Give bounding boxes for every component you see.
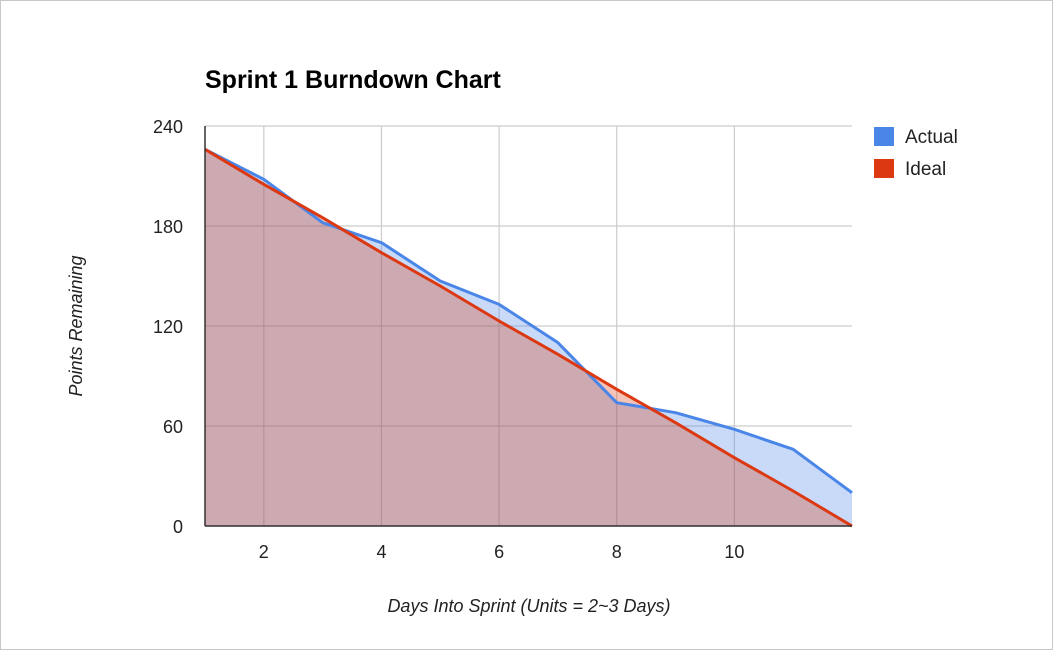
- y-axis-label: Points Remaining: [66, 255, 86, 396]
- y-tick-label: 180: [153, 217, 183, 237]
- x-tick-label: 6: [494, 542, 504, 562]
- chart-title: Sprint 1 Burndown Chart: [205, 66, 502, 94]
- series-lines: [204, 147, 853, 528]
- x-tick-label: 8: [612, 542, 622, 562]
- axes: [204, 126, 852, 527]
- x-tick-labels: 2 4 6 8 10: [259, 542, 745, 562]
- y-tick-labels: 0 60 120 180 240: [153, 117, 183, 537]
- x-tick-label: 4: [376, 542, 386, 562]
- x-tick-label: 2: [259, 542, 269, 562]
- legend: Actual Ideal: [874, 127, 958, 180]
- y-tick-label: 120: [153, 317, 183, 337]
- legend-swatch-ideal: [874, 159, 894, 178]
- legend-swatch-actual: [874, 127, 894, 146]
- y-tick-label: 60: [163, 417, 183, 437]
- y-tick-label: 240: [153, 117, 183, 137]
- y-tick-label: 0: [173, 517, 183, 537]
- x-tick-label: 10: [724, 542, 744, 562]
- line-ideal: [204, 148, 853, 528]
- x-axis-label: Days Into Sprint (Units = 2~3 Days): [387, 596, 670, 616]
- line-actual: [204, 147, 853, 494]
- legend-label-actual: Actual: [905, 127, 958, 148]
- legend-label-ideal: Ideal: [905, 159, 946, 180]
